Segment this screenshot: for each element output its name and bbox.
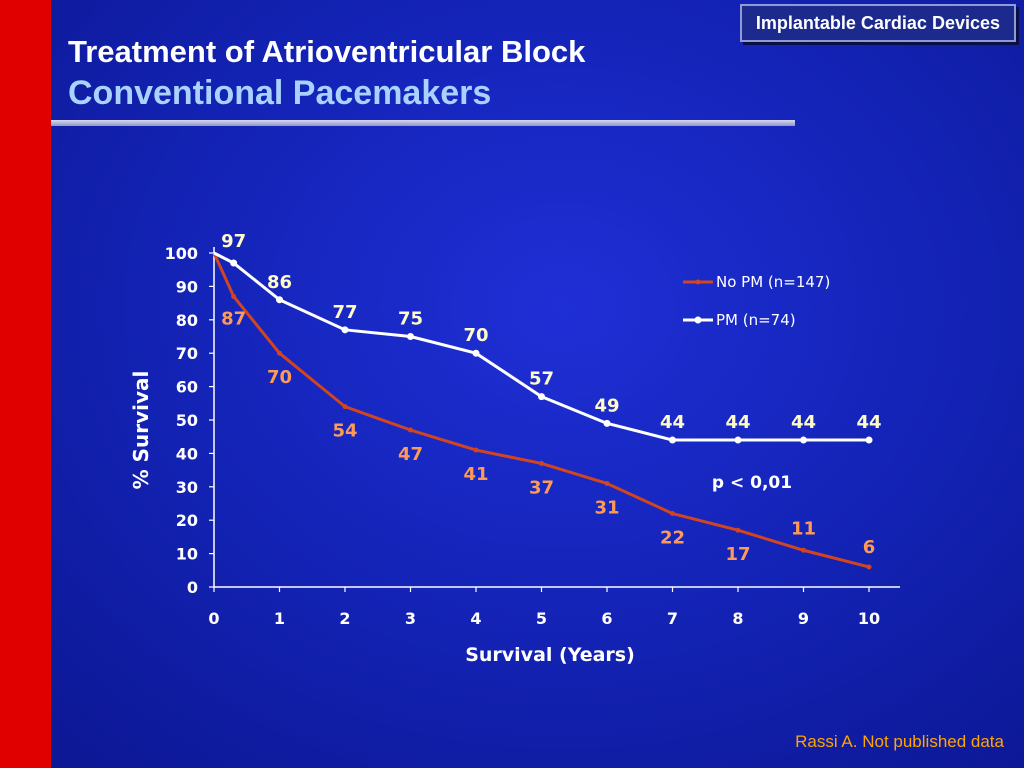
data-label: 47: [398, 444, 423, 465]
data-point: [231, 293, 237, 299]
data-point: [865, 436, 873, 444]
title-divider: [51, 120, 795, 126]
data-label: 31: [594, 497, 619, 518]
y-tick-label: 20: [176, 511, 198, 530]
x-tick-label: 7: [667, 609, 678, 628]
data-point: [407, 333, 414, 340]
x-tick-label: 8: [732, 609, 743, 628]
data-label: 41: [463, 464, 488, 485]
data-label: 75: [398, 309, 423, 330]
x-tick-label: 5: [536, 609, 547, 628]
legend-label: PM (n=74): [716, 311, 796, 329]
data-point: [734, 436, 742, 444]
series-line-pm: [213, 251, 869, 442]
x-tick-label: 0: [208, 609, 219, 628]
data-point: [408, 427, 413, 433]
data-label: 44: [791, 412, 816, 433]
x-tick-label: 10: [858, 609, 880, 628]
chart-axes: 0 10 20 30 40 50 60 70 80 90 100 0 1 2 3 4 5 6 7 8 9 10: [165, 244, 900, 628]
data-label: 54: [332, 421, 357, 442]
data-label: 22: [660, 528, 685, 549]
source-citation: Rassi A. Not published data: [795, 732, 1004, 751]
accent-side-bar: [0, 0, 51, 768]
data-point: [800, 436, 807, 444]
chart-data-labels: 87 70 54 47 41 37 31 22 17 11 6 97 86 77 75 70 57 49 44 44 4…: [221, 231, 881, 565]
data-point: [539, 460, 544, 466]
data-point: [670, 511, 675, 517]
legend-label: No PM (n=147): [716, 273, 830, 291]
y-axis-label: % Survival: [129, 371, 153, 490]
data-label: 87: [221, 308, 246, 329]
x-tick-label: 2: [339, 609, 350, 628]
x-tick-label: 1: [274, 609, 285, 628]
data-label: 57: [529, 369, 554, 390]
x-tick-label: 3: [405, 609, 416, 628]
topic-badge: Implantable Cardiac Devices: [739, 4, 1016, 42]
data-point: [277, 350, 282, 356]
data-label: 77: [332, 302, 357, 323]
slide-subtitle: Conventional Pacemakers: [68, 74, 492, 112]
slide-title: Treatment of Atrioventricular Block: [68, 34, 586, 69]
data-point: [341, 326, 349, 334]
data-point: [538, 393, 545, 401]
data-label: 44: [725, 412, 750, 433]
data-point: [472, 349, 480, 357]
data-point: [230, 259, 238, 267]
data-point: [604, 480, 610, 486]
y-tick-label: 0: [187, 578, 198, 597]
chart-series: [212, 251, 873, 570]
data-point: [801, 547, 806, 553]
y-tick-label: 90: [176, 277, 198, 296]
legend-marker: [694, 316, 702, 324]
y-tick-label: 80: [176, 311, 198, 330]
x-tick-label: 6: [601, 609, 612, 628]
y-tick-label: 60: [176, 378, 198, 397]
legend-marker: [695, 279, 701, 285]
y-tick-label: 70: [176, 344, 198, 363]
data-label: 44: [856, 412, 881, 433]
data-point: [473, 447, 479, 453]
data-point: [669, 436, 676, 444]
y-tick-label: 10: [176, 545, 198, 564]
data-label: 17: [725, 544, 750, 565]
data-point: [866, 564, 872, 570]
x-tick-label: 9: [798, 609, 809, 628]
data-label: 97: [221, 231, 246, 252]
data-label: 49: [594, 395, 619, 416]
data-label: 11: [791, 518, 816, 539]
x-tick-label: 4: [470, 609, 481, 628]
data-label: 6: [863, 537, 876, 558]
x-axis-label: Survival (Years): [465, 644, 635, 666]
series-line-no-pm: [212, 252, 870, 569]
data-label: 44: [660, 412, 685, 433]
data-point: [603, 419, 611, 427]
y-tick-label: 50: [176, 411, 198, 430]
data-point: [342, 404, 348, 410]
p-value-annotation: p < 0,01: [712, 473, 792, 493]
data-point: [735, 527, 741, 533]
data-label: 86: [267, 272, 292, 293]
data-label: 37: [529, 477, 554, 498]
data-point: [276, 296, 283, 304]
y-tick-label: 100: [165, 244, 198, 263]
y-tick-label: 40: [176, 444, 198, 463]
data-label: 70: [267, 367, 292, 388]
y-tick-label: 30: [176, 478, 198, 497]
data-label: 70: [463, 325, 488, 346]
chart-legend: No PM (n=147) PM (n=74): [683, 273, 830, 329]
